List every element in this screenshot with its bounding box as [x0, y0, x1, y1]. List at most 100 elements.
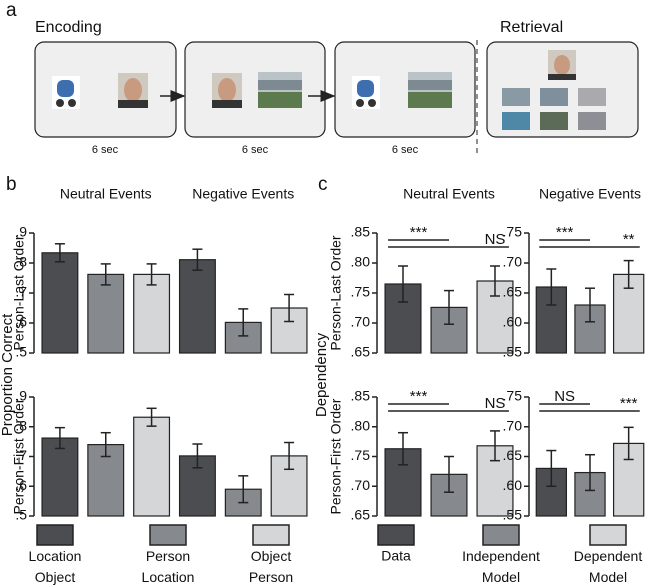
error-bar	[490, 265, 500, 297]
retrieval-label: Retrieval	[500, 19, 563, 36]
error-bar	[398, 265, 408, 303]
y-tick-label: .5	[15, 507, 27, 523]
y-tick-label: .6	[15, 314, 27, 330]
error-bar	[444, 455, 454, 493]
error-bar	[623, 426, 634, 461]
error-bar	[238, 475, 249, 504]
y-tick-label: .75	[503, 388, 523, 404]
y-axis-title: Dependency	[313, 332, 330, 417]
significance-label: ***	[410, 224, 428, 241]
error-bar	[192, 443, 203, 469]
significance-label: NS	[485, 395, 506, 412]
y-tick-label: .85	[351, 388, 371, 404]
retrieval-display	[486, 41, 639, 138]
bar	[178, 259, 216, 354]
y-tick-label: .60	[503, 314, 523, 330]
chart-title: Neutral Events	[403, 186, 495, 202]
bar	[41, 252, 79, 354]
duration-label: 6 sec	[242, 144, 269, 156]
y-axis-label: Person-Last Order	[328, 235, 344, 350]
y-tick-label: .70	[503, 417, 523, 433]
y-tick-label: .65	[503, 447, 523, 463]
legend-label: Data	[381, 548, 411, 564]
y-tick-label: .8	[15, 417, 27, 433]
y-tick-label: .75	[503, 224, 523, 240]
y-tick-label: .7	[15, 284, 27, 300]
stadium-image	[258, 72, 452, 108]
error-bar	[238, 308, 249, 337]
legend-label: Object Person	[249, 548, 293, 585]
error-bar	[146, 407, 157, 427]
legend-swatch	[36, 524, 74, 546]
y-tick-label: .8	[15, 254, 27, 270]
y-tick-label: .9	[15, 224, 27, 240]
error-bar	[284, 293, 295, 323]
legend-swatch	[149, 524, 187, 546]
error-bar	[192, 248, 203, 271]
legend-swatch	[377, 524, 415, 546]
significance-label: NS	[554, 388, 575, 405]
y-tick-label: .55	[503, 344, 523, 360]
error-bar	[54, 426, 65, 450]
group-title: Negative Events	[192, 186, 294, 202]
bar	[133, 273, 171, 354]
significance-label: ***	[410, 388, 428, 405]
error-bar	[623, 259, 634, 289]
y-tick-label: .5	[15, 344, 27, 360]
y-tick-label: .75	[351, 284, 371, 300]
y-tick-label: .75	[351, 447, 371, 463]
legend-label: Person Location	[142, 548, 195, 585]
significance-label: NS	[485, 231, 506, 248]
y-tick-label: .80	[351, 254, 371, 270]
y-tick-label: .6	[15, 477, 27, 493]
y-tick-label: .55	[503, 507, 523, 523]
y-tick-label: .70	[351, 314, 371, 330]
bar	[133, 416, 171, 517]
duration-label: 6 sec	[92, 144, 119, 156]
y-axis-label: Person-Last Order	[11, 235, 27, 350]
bar	[87, 273, 125, 354]
face-image	[118, 73, 242, 108]
bar	[535, 286, 568, 354]
error-bar	[490, 430, 500, 462]
legend-label: Independent Model	[462, 548, 540, 585]
y-tick-label: .65	[503, 284, 523, 300]
y-tick-label: .60	[503, 477, 523, 493]
error-bar	[546, 268, 557, 306]
error-bar	[146, 263, 157, 286]
y-tick-label: .80	[351, 417, 371, 433]
y-axis-label: Person-First Order	[11, 398, 27, 514]
panel-label: c	[318, 174, 328, 195]
y-tick-label: .70	[503, 254, 523, 270]
y-tick-label: .65	[351, 507, 371, 523]
legend-swatch	[482, 524, 520, 546]
error-bar	[54, 243, 65, 263]
encoding-trials	[34, 41, 476, 138]
panel-label: b	[6, 174, 17, 195]
legend-swatch	[252, 524, 290, 546]
group-title: Neutral Events	[60, 186, 152, 202]
significance-label: **	[623, 231, 635, 248]
y-tick-label: .7	[15, 447, 27, 463]
legend-label: Dependent Model	[574, 548, 643, 585]
error-bar	[585, 287, 595, 323]
y-tick-label: .65	[351, 344, 371, 360]
stroller-image	[52, 76, 380, 109]
significance-label: ***	[620, 395, 638, 412]
y-tick-label: .9	[15, 388, 27, 404]
bar	[41, 437, 79, 517]
chart-title: Negative Events	[539, 186, 641, 202]
error-bar	[100, 263, 111, 286]
error-bar	[444, 289, 454, 325]
encoding-label: Encoding	[35, 19, 102, 36]
legend-swatch	[589, 524, 627, 546]
y-tick-label: .70	[351, 477, 371, 493]
y-axis-label: Person-First Order	[328, 398, 344, 514]
legend-label: Location Object	[29, 548, 82, 585]
error-bar	[284, 441, 295, 471]
error-bar	[100, 431, 111, 458]
error-bar	[398, 431, 408, 466]
panel-label: a	[6, 0, 17, 21]
error-bar	[546, 449, 557, 487]
